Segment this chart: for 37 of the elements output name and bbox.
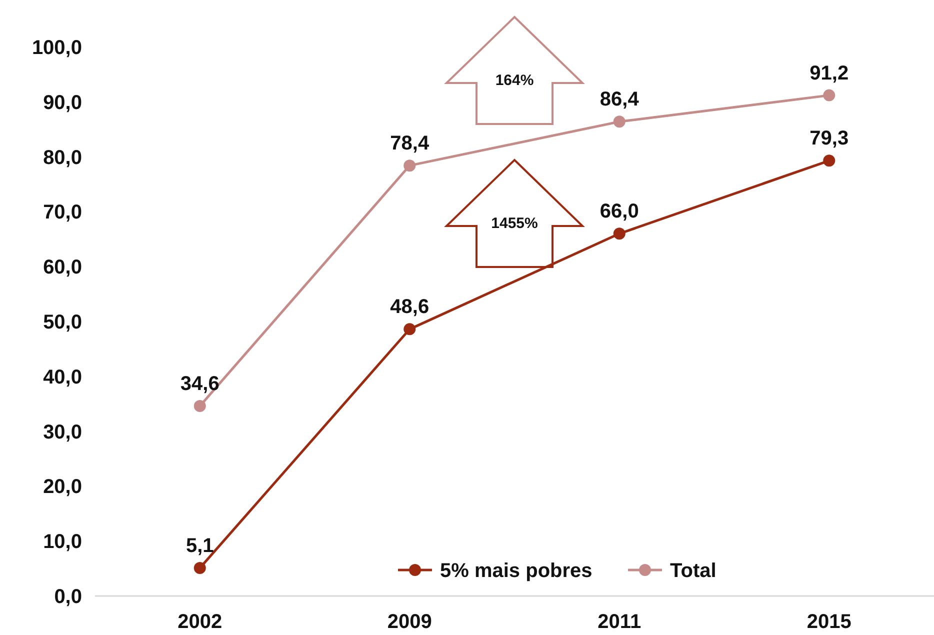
x-tick-label: 2015 <box>806 611 852 633</box>
up-arrow: 164% <box>444 16 585 125</box>
data-label: 78,4 <box>390 132 430 155</box>
data-label: 48,6 <box>390 296 430 318</box>
y-tick-label: 70,0 <box>43 202 82 224</box>
y-tick-label: 90,0 <box>43 92 82 114</box>
y-tick-label: 20,0 <box>43 476 82 498</box>
up-arrow: 1455% <box>444 158 585 268</box>
x-tick-label: 2009 <box>387 611 432 633</box>
data-label: 66,0 <box>600 200 639 223</box>
annotation: 164% <box>495 72 534 89</box>
annotation: 1455% <box>491 215 538 232</box>
x-tick-label: 2011 <box>598 611 642 633</box>
legend-label: 5% mais pobres <box>440 560 592 582</box>
point <box>613 228 626 240</box>
point <box>823 89 836 102</box>
y-tick-label: 40,0 <box>43 366 82 388</box>
y-tick-label: 30,0 <box>43 421 82 444</box>
point <box>404 323 416 336</box>
point <box>404 160 416 172</box>
point <box>194 400 206 412</box>
data-label: 5,1 <box>186 535 214 557</box>
data-label: 79,3 <box>810 128 849 150</box>
y-tick-label: 50,0 <box>43 312 82 334</box>
data-label: 34,6 <box>180 373 220 396</box>
point <box>613 116 626 128</box>
y-tick-label: 60,0 <box>43 256 82 279</box>
point <box>194 562 206 574</box>
legend-label: Total <box>670 560 716 582</box>
y-tick-label: 100,0 <box>32 37 82 59</box>
y-tick-label: 10,0 <box>43 531 82 554</box>
data-label: 86,4 <box>600 88 640 111</box>
y-tick-label: 80,0 <box>43 146 82 169</box>
data-label: 91,2 <box>810 62 849 84</box>
x-tick-label: 2002 <box>178 611 222 633</box>
y-tick-label: 0,0 <box>54 586 82 608</box>
point <box>823 154 836 167</box>
